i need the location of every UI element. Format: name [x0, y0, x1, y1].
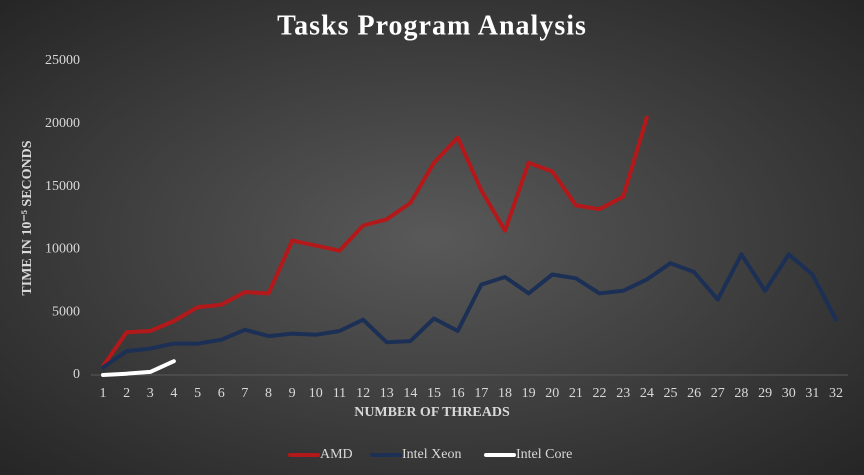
x-tick-label: 3	[147, 386, 154, 401]
y-tick-label: 10000	[45, 242, 80, 257]
x-tick-label: 32	[829, 386, 843, 401]
x-tick-label: 4	[170, 386, 177, 401]
chart-title: Tasks Program Analysis	[277, 10, 587, 41]
y-tick-label: 20000	[45, 116, 80, 131]
x-tick-label: 7	[241, 386, 248, 401]
y-tick-label: 0	[73, 367, 80, 382]
x-tick-label: 6	[218, 386, 225, 401]
y-tick-label: 25000	[45, 53, 80, 68]
x-tick-label: 26	[687, 386, 701, 401]
x-tick-label: 19	[522, 386, 536, 401]
y-axis-label: TIME IN 10⁻⁵ SECONDS	[20, 140, 35, 295]
series-line	[101, 359, 176, 377]
x-tick-label: 25	[663, 386, 677, 401]
y-tick-label: 15000	[45, 179, 80, 194]
x-tick-label: 24	[640, 386, 654, 401]
x-tick-label: 31	[805, 386, 819, 401]
series-line	[101, 252, 838, 370]
x-tick-label: 14	[403, 386, 417, 401]
x-tick-label: 10	[309, 386, 323, 401]
x-tick-label: 21	[569, 386, 583, 401]
x-tick-label: 1	[100, 386, 107, 401]
x-tick-label: 5	[194, 386, 201, 401]
x-tick-label: 27	[711, 386, 725, 401]
x-axis-label: NUMBER OF THREADS	[354, 405, 510, 420]
x-tick-label: 23	[616, 386, 630, 401]
x-tick-label: 28	[734, 386, 748, 401]
x-tick-label: 30	[782, 386, 796, 401]
x-tick-label: 12	[356, 386, 370, 401]
x-tick-label: 16	[451, 386, 465, 401]
x-tick-label: 13	[380, 386, 394, 401]
x-tick-label: 20	[545, 386, 559, 401]
legend-label: Intel Xeon	[402, 447, 461, 462]
x-tick-label: 11	[333, 386, 346, 401]
x-tick-label: 15	[427, 386, 441, 401]
series-line	[101, 115, 649, 369]
legend-label: AMD	[320, 447, 353, 462]
x-tick-label: 9	[289, 386, 296, 401]
x-tick-label: 17	[474, 386, 488, 401]
y-tick-label: 5000	[52, 304, 80, 319]
x-tick-label: 18	[498, 386, 512, 401]
x-tick-label: 29	[758, 386, 772, 401]
legend-label: Intel Core	[516, 447, 572, 462]
x-tick-label: 22	[593, 386, 607, 401]
x-tick-label: 8	[265, 386, 272, 401]
x-tick-label: 2	[123, 386, 130, 401]
